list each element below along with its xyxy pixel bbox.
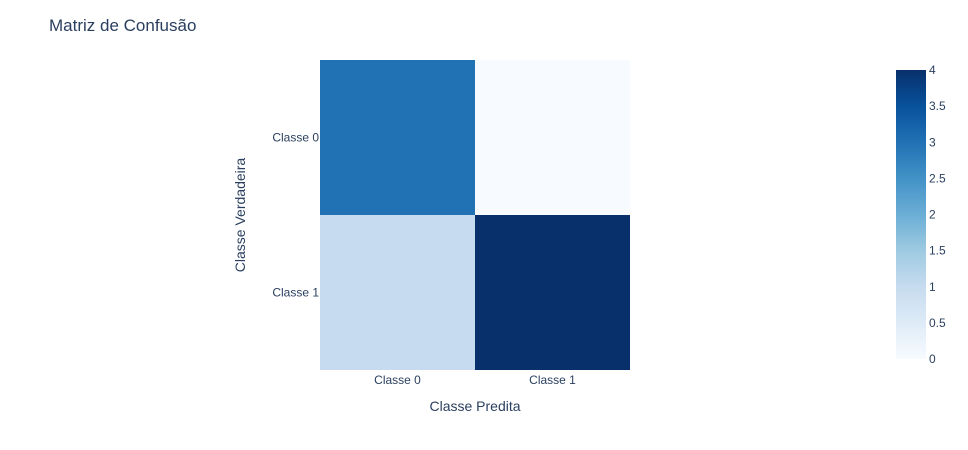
colorbar-gradient (896, 70, 926, 359)
x-axis-ticks: Classe 0 Classe 1 (374, 373, 576, 387)
x-tick-label: Classe 0 (374, 373, 421, 387)
colorbar-tick-label: 3 (929, 135, 936, 149)
colorbar-tick-label: 3.5 (929, 99, 946, 113)
colorbar-tick-label: 0.5 (929, 316, 946, 330)
y-axis-ticks: Classe 0 Classe 1 (272, 131, 319, 300)
colorbar-tick-label: 1 (929, 280, 936, 294)
y-tick-label: Classe 1 (272, 286, 319, 300)
colorbar-tick-label: 2 (929, 208, 936, 222)
y-tick-label: Classe 0 (272, 131, 319, 145)
heatmap-cell (475, 60, 630, 215)
heatmap-cell (320, 60, 475, 215)
colorbar-tick-label: 0 (929, 352, 936, 366)
y-axis-title: Classe Verdadeira (232, 158, 248, 273)
heatmap-cell (320, 215, 475, 370)
heatmap-cells (320, 60, 630, 370)
x-axis-title: Classe Predita (429, 398, 520, 414)
colorbar: 0 0.5 1 1.5 2 2.5 3 3.5 4 (896, 63, 946, 366)
colorbar-tick-label: 1.5 (929, 244, 946, 258)
colorbar-tick-label: 2.5 (929, 171, 946, 185)
x-tick-label: Classe 1 (529, 373, 576, 387)
heatmap-cell (475, 215, 630, 370)
chart-title: Matriz de Confusão (49, 16, 196, 35)
colorbar-tick-label: 4 (929, 63, 936, 77)
